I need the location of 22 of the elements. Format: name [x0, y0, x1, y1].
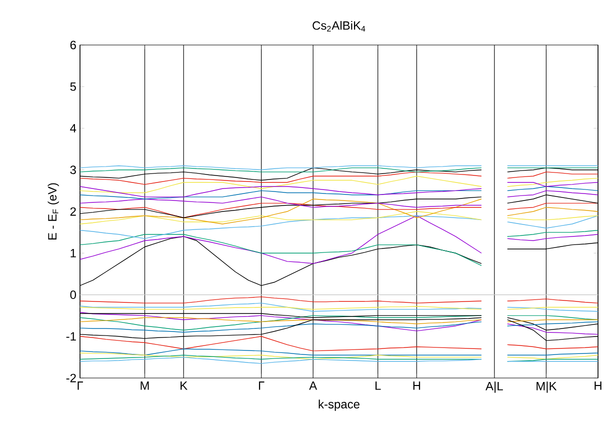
- y-tick-label: -2: [66, 374, 76, 382]
- x-tick-label: A|L: [486, 382, 503, 393]
- x-axis-title: k-space: [318, 400, 360, 411]
- y-axis-title: E - E$_{F}$ (eV): [48, 183, 59, 240]
- y-tick-label: 2: [70, 207, 76, 216]
- x-tick-label: M|K: [536, 382, 557, 393]
- x-tick-label: A: [309, 382, 318, 390]
- x-tick-label: Γ: [258, 382, 264, 390]
- x-tick-label: K: [180, 382, 188, 390]
- x-tick-label: L: [376, 382, 381, 390]
- y-tick-label: 3: [70, 166, 76, 174]
- y-tick-label: 4: [70, 124, 76, 132]
- x-tick-label: Γ: [78, 382, 83, 390]
- x-tick-label: M: [140, 382, 149, 390]
- chart-title: Cs$_{2}$AlBiK$_{4}$: [312, 20, 366, 32]
- x-tick-label: H: [594, 382, 602, 390]
- y-tick-label: 0: [70, 290, 76, 299]
- y-tick-label: -1: [66, 332, 76, 341]
- y-tick-label: 1: [70, 249, 76, 258]
- y-tick-label: 5: [70, 82, 76, 91]
- y-tick-label: 6: [70, 40, 76, 50]
- x-tick-label: H: [413, 382, 420, 390]
